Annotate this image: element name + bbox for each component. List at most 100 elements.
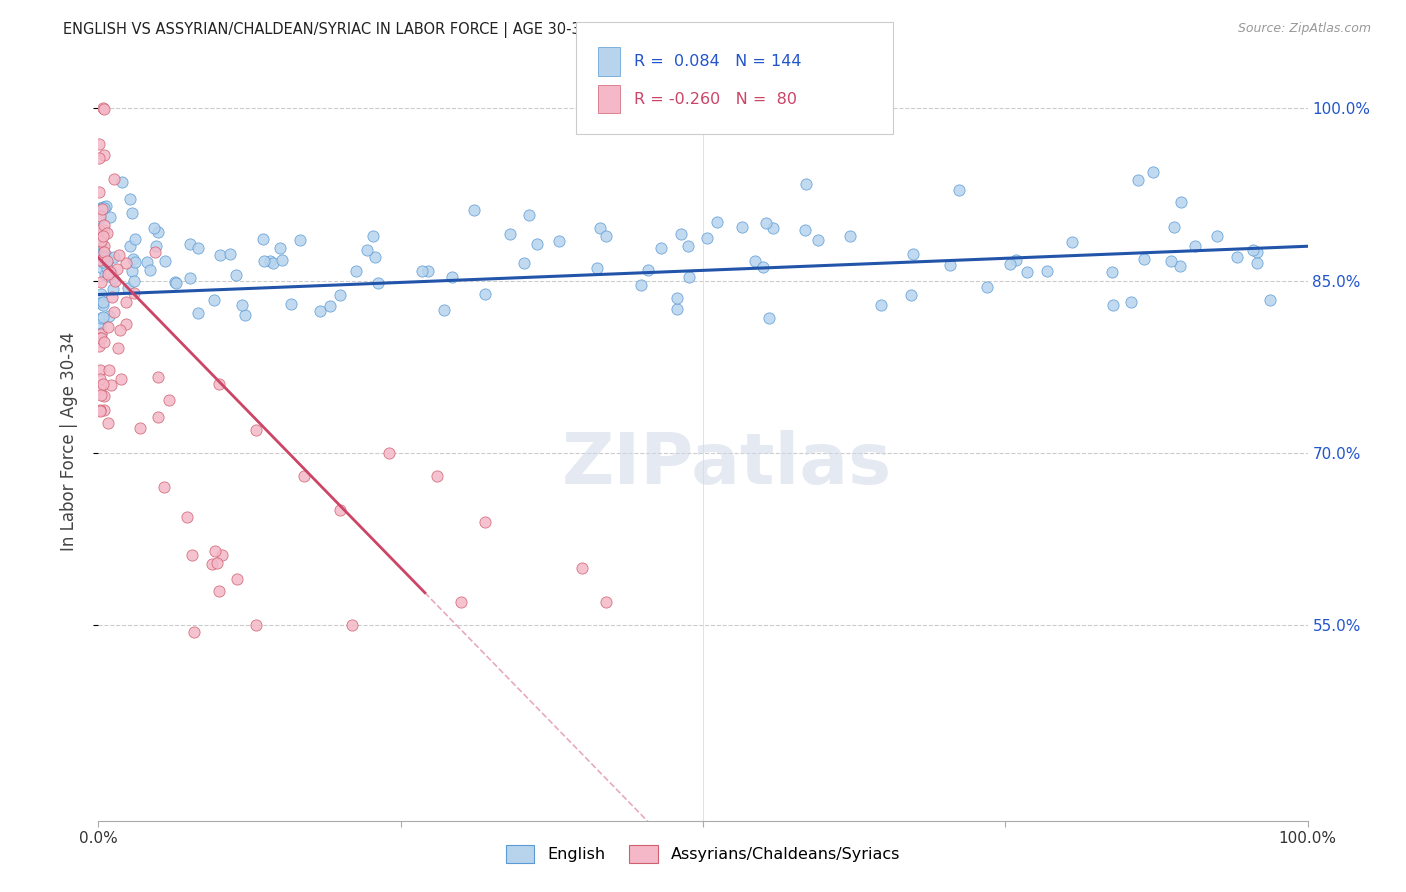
Point bbox=[89, 250, 111, 264]
Point bbox=[89, 209, 111, 223]
Point bbox=[225, 268, 247, 282]
Point bbox=[1168, 260, 1191, 274]
Point bbox=[91, 298, 114, 312]
Point bbox=[89, 234, 111, 248]
Point bbox=[91, 310, 114, 324]
Text: R =  0.084   N = 144: R = 0.084 N = 144 bbox=[634, 54, 801, 69]
Point bbox=[262, 256, 284, 270]
Point bbox=[165, 277, 187, 291]
Point bbox=[253, 254, 276, 268]
Point bbox=[103, 305, 125, 319]
Point bbox=[90, 237, 112, 252]
Point bbox=[107, 341, 129, 355]
Point bbox=[124, 274, 146, 288]
Point bbox=[361, 229, 384, 244]
Point bbox=[121, 206, 143, 220]
Point bbox=[100, 290, 122, 304]
Point bbox=[1160, 254, 1182, 268]
Point bbox=[90, 331, 112, 345]
Point bbox=[90, 326, 112, 340]
Point bbox=[292, 469, 315, 483]
Point bbox=[319, 300, 342, 314]
Point bbox=[89, 211, 111, 225]
Point bbox=[90, 260, 112, 275]
Point bbox=[183, 625, 205, 640]
Point bbox=[118, 239, 141, 253]
Point bbox=[89, 151, 111, 165]
Point bbox=[181, 549, 204, 563]
Point bbox=[98, 210, 121, 224]
Point bbox=[231, 298, 253, 312]
Point bbox=[1142, 165, 1164, 179]
Point bbox=[1258, 293, 1281, 308]
Point bbox=[794, 177, 817, 191]
Point bbox=[650, 241, 672, 255]
Point bbox=[755, 216, 778, 230]
Point bbox=[118, 192, 141, 206]
Point bbox=[440, 269, 463, 284]
Legend: English, Assyrians/Chaldeans/Syriacs: English, Assyrians/Chaldeans/Syriacs bbox=[499, 838, 907, 870]
Point bbox=[731, 220, 754, 235]
Point bbox=[630, 278, 652, 293]
Text: R = -0.260   N =  80: R = -0.260 N = 80 bbox=[634, 92, 797, 106]
Point bbox=[93, 239, 115, 253]
Point bbox=[204, 543, 226, 558]
Point bbox=[87, 238, 110, 252]
Point bbox=[499, 227, 522, 241]
Point bbox=[90, 388, 112, 402]
Point bbox=[104, 274, 127, 288]
Point bbox=[595, 228, 617, 243]
Point bbox=[93, 218, 115, 232]
Point bbox=[219, 247, 242, 261]
Point bbox=[1036, 264, 1059, 278]
Point bbox=[1246, 256, 1268, 270]
Point bbox=[165, 275, 187, 289]
Point bbox=[146, 369, 169, 384]
Point bbox=[145, 239, 167, 253]
Point bbox=[97, 417, 120, 431]
Point bbox=[839, 228, 862, 243]
Point bbox=[143, 245, 166, 260]
Point bbox=[1170, 195, 1192, 210]
Point bbox=[128, 421, 150, 435]
Point bbox=[93, 268, 115, 283]
Point bbox=[143, 220, 166, 235]
Point bbox=[939, 258, 962, 272]
Point bbox=[752, 260, 775, 274]
Point bbox=[89, 231, 111, 245]
Point bbox=[344, 264, 367, 278]
Point bbox=[416, 264, 439, 278]
Point bbox=[91, 200, 114, 214]
Point bbox=[411, 264, 433, 278]
Point bbox=[233, 308, 256, 322]
Point bbox=[115, 317, 138, 331]
Point bbox=[90, 244, 112, 259]
Point bbox=[96, 260, 118, 275]
Point bbox=[87, 237, 110, 252]
Point bbox=[101, 271, 124, 285]
Point bbox=[186, 241, 208, 255]
Text: Source: ZipAtlas.com: Source: ZipAtlas.com bbox=[1237, 22, 1371, 36]
Point bbox=[89, 403, 111, 417]
Point bbox=[1226, 250, 1249, 264]
Point bbox=[124, 232, 146, 246]
Point bbox=[1015, 265, 1038, 279]
Point bbox=[1101, 297, 1123, 311]
Point bbox=[89, 296, 111, 310]
Point bbox=[103, 250, 125, 264]
Point bbox=[91, 228, 114, 243]
Point bbox=[89, 252, 111, 267]
Point bbox=[288, 233, 311, 247]
Point bbox=[89, 201, 111, 215]
Point bbox=[463, 203, 485, 218]
Point bbox=[124, 254, 146, 268]
Point bbox=[103, 172, 125, 186]
Point bbox=[89, 318, 111, 332]
Point bbox=[136, 255, 159, 269]
Point bbox=[90, 327, 112, 342]
Point bbox=[122, 252, 145, 266]
Point bbox=[762, 221, 785, 235]
Point bbox=[93, 102, 115, 116]
Point bbox=[271, 252, 294, 267]
Point bbox=[367, 276, 389, 290]
